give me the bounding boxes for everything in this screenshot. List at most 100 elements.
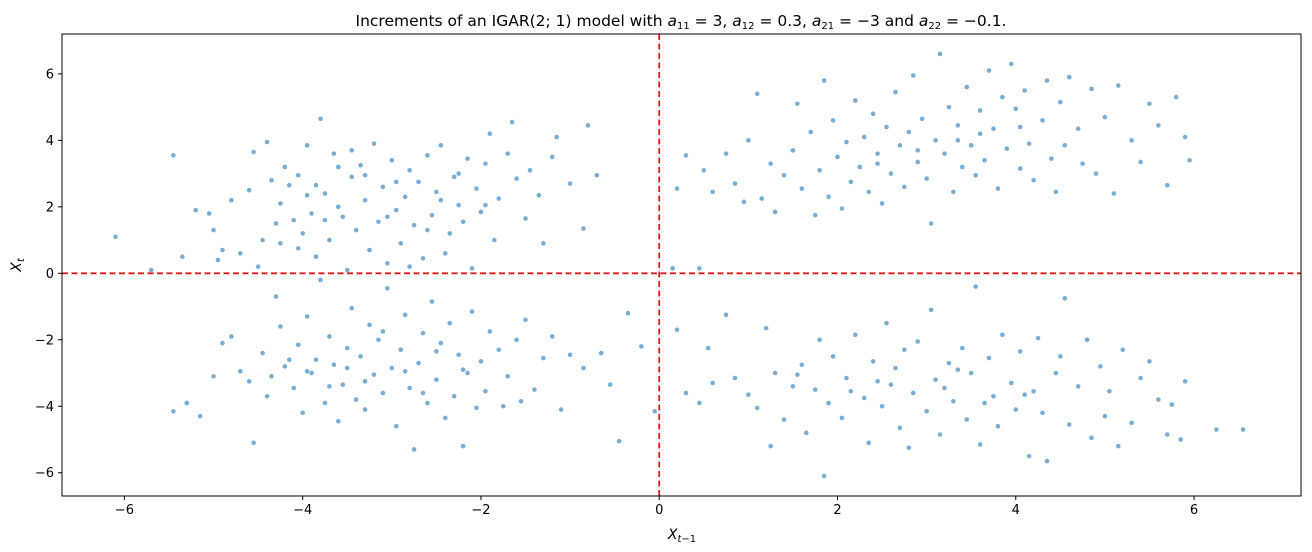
scatter-point [830, 354, 836, 359]
scatter-point [251, 149, 256, 155]
scatter-point [1138, 159, 1143, 165]
scatter-point [309, 211, 314, 216]
scatter-point [376, 219, 381, 225]
scatter-point [607, 382, 613, 387]
scatter-point [478, 359, 484, 364]
y-tick-label: −6 [35, 466, 54, 481]
scatter-point [184, 400, 190, 406]
scatter-point [425, 153, 430, 158]
scatter-point [986, 355, 992, 361]
scatter-point [853, 98, 858, 103]
scatter-point [251, 440, 256, 446]
scatter-point [393, 423, 399, 429]
scatter-point [353, 397, 359, 402]
scatter-point [616, 438, 622, 444]
scatter-point [697, 400, 702, 406]
y-tick-label: −2 [35, 333, 54, 348]
scatter-point [581, 226, 586, 231]
scatter-point [1156, 397, 1161, 402]
scatter-point [951, 189, 956, 195]
scatter-point [933, 377, 938, 382]
scatter-point [456, 171, 461, 176]
scatter-point [844, 139, 849, 145]
scatter-point [246, 379, 252, 384]
scatter-point [1115, 83, 1121, 88]
scatter-point [496, 196, 502, 201]
scatter-point [465, 370, 470, 376]
x-tick-label: 2 [833, 503, 841, 518]
scatter-point [1062, 295, 1068, 301]
scatter-point [924, 408, 929, 414]
scatter-point [278, 324, 283, 329]
scatter-point [389, 158, 395, 163]
scatter-point [848, 179, 854, 185]
scatter-point [1214, 427, 1219, 432]
scatter-point [995, 423, 1001, 429]
scatter-point [362, 407, 368, 412]
scatter-point [1031, 389, 1036, 394]
chart-title: Increments of an IGAR(2; 1) model with a… [356, 12, 1007, 32]
scatter-point [304, 314, 310, 319]
scatter-point [1066, 74, 1072, 80]
scatter-point [438, 197, 444, 203]
scatter-point [536, 192, 542, 198]
axes-frame [61, 33, 1302, 497]
scatter-point [465, 156, 470, 161]
y-axis-ticks: −6 −4 −2 0 2 4 6 [35, 67, 62, 481]
scatter-point [772, 370, 778, 376]
scatter-point [790, 148, 796, 153]
scatter-point [928, 221, 934, 226]
scatter-point [924, 176, 929, 181]
scatter-point [220, 247, 225, 253]
scatter-point [1138, 375, 1143, 381]
scatter-point [505, 374, 510, 379]
scatter-point [327, 384, 332, 389]
scatter-point [683, 153, 689, 158]
scatter-point [639, 344, 644, 349]
scatter-point [313, 357, 319, 363]
scatter-point [973, 172, 978, 178]
scatter-point [460, 367, 466, 373]
scatter-point [910, 73, 916, 78]
scatter-point [995, 186, 1001, 191]
scatter-point [171, 408, 176, 414]
scatter-point [1098, 364, 1103, 369]
scatter-point [1102, 413, 1108, 419]
scatter-point [879, 201, 885, 206]
scatter-point [1182, 134, 1188, 140]
scatter-point [1164, 432, 1170, 437]
scatter-point [625, 310, 631, 316]
scatter-point [416, 179, 421, 185]
scatter-point [826, 400, 831, 406]
x-axis-ticks: −6 −4 −2 0 2 4 6 [115, 496, 1198, 518]
scatter-point [340, 214, 346, 220]
scatter-point [229, 334, 234, 339]
scatter-point [1156, 123, 1161, 128]
scatter-point [273, 294, 279, 299]
scatter-point [313, 254, 319, 259]
scatter-point [215, 257, 221, 263]
scatter-point [959, 345, 965, 351]
scatter-point [937, 432, 943, 437]
scatter-point [389, 365, 395, 371]
scatter-point [1000, 332, 1005, 338]
scatter-point [309, 370, 314, 376]
scatter-point [817, 167, 822, 173]
scatter-point [295, 246, 301, 251]
scatter-point [1026, 141, 1032, 146]
scatter-point [670, 266, 675, 271]
y-axis-label: Xt [9, 257, 27, 273]
scatter-point [487, 131, 493, 137]
scatter-point [474, 186, 479, 191]
scatter-point [705, 345, 711, 351]
scatter-point [781, 417, 787, 422]
scatter-point [273, 221, 279, 226]
scatter-point [420, 330, 426, 336]
scatter-point [469, 266, 475, 271]
scatter-point [505, 151, 510, 156]
scatter-point [264, 139, 270, 145]
scatter-point [977, 131, 983, 137]
scatter-point [304, 143, 310, 148]
scatter-point [322, 400, 328, 406]
